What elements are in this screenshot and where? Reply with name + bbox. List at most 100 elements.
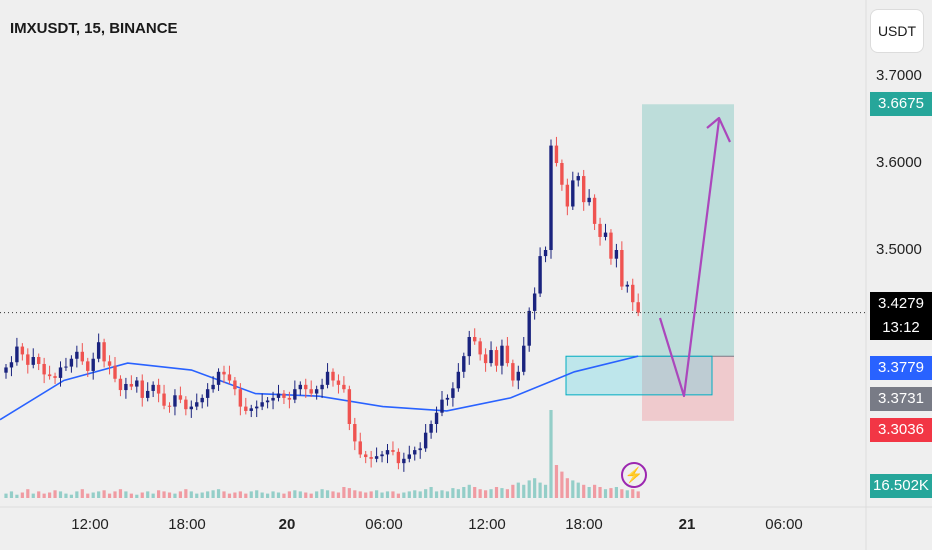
candle-body bbox=[445, 397, 450, 400]
volume-bar bbox=[271, 491, 275, 498]
volume-bar bbox=[260, 492, 264, 498]
volume-bar bbox=[195, 493, 199, 498]
volume-bar bbox=[287, 491, 291, 498]
volume-bar bbox=[505, 489, 509, 498]
demand-zone[interactable] bbox=[565, 355, 713, 396]
volume-bar bbox=[309, 493, 313, 498]
candle-body bbox=[532, 293, 537, 311]
candle-body bbox=[353, 424, 357, 442]
candle-body bbox=[86, 361, 90, 371]
x-tick-label: 21 bbox=[678, 516, 696, 533]
volume-bar bbox=[298, 491, 302, 498]
volume-bar bbox=[233, 492, 237, 498]
x-tick-label: 12:00 bbox=[71, 516, 109, 533]
candle-body bbox=[37, 357, 41, 364]
candle-body bbox=[549, 145, 553, 250]
volume-bar bbox=[511, 484, 515, 498]
candle-body bbox=[440, 399, 444, 413]
volume-bar bbox=[620, 489, 624, 498]
candle-body bbox=[380, 454, 384, 457]
volume-bar bbox=[429, 487, 433, 498]
candle-body bbox=[462, 356, 466, 372]
candle-body bbox=[178, 395, 183, 400]
profit-zone bbox=[642, 104, 734, 357]
candle-body bbox=[282, 393, 286, 398]
candle-body bbox=[42, 363, 46, 375]
candle-body bbox=[494, 350, 499, 366]
candle-body bbox=[631, 284, 635, 303]
volume-bar bbox=[396, 493, 400, 498]
candle-body bbox=[15, 346, 19, 363]
candle-body bbox=[222, 371, 226, 375]
lightning-icon[interactable]: ⚡ bbox=[621, 462, 647, 488]
stop-price-label: 3.3036 bbox=[870, 418, 932, 442]
candle-body bbox=[140, 380, 144, 398]
volume-bar bbox=[516, 482, 520, 498]
candle-body bbox=[124, 383, 128, 391]
volume-bar bbox=[375, 490, 379, 498]
candle-body bbox=[636, 302, 640, 313]
candle-body bbox=[298, 384, 302, 390]
x-tick-label: 20 bbox=[278, 516, 296, 533]
projection-arrowhead bbox=[706, 116, 731, 143]
candle-body bbox=[184, 399, 188, 410]
volume-bar bbox=[151, 493, 155, 498]
last-price-label: 3.4279 bbox=[870, 292, 932, 316]
volume-bar bbox=[533, 478, 537, 498]
volume-bar bbox=[157, 490, 161, 498]
volume-bar bbox=[631, 489, 635, 498]
candle-body bbox=[287, 397, 292, 400]
volume-bar bbox=[118, 489, 123, 498]
candle-body bbox=[407, 454, 411, 459]
volume-bar bbox=[434, 491, 439, 498]
volume-bar bbox=[37, 491, 41, 498]
volume-bar bbox=[216, 489, 221, 498]
volume-bar bbox=[20, 492, 24, 498]
target-price-label: 3.6675 bbox=[870, 92, 932, 116]
volume-bar bbox=[167, 492, 172, 498]
volume-bar bbox=[64, 493, 68, 498]
candle-body bbox=[543, 250, 548, 257]
candle-body bbox=[325, 371, 330, 385]
volume-bar bbox=[75, 491, 79, 498]
y-tick-label: 3.5000 bbox=[876, 241, 922, 258]
volume-bar bbox=[522, 484, 526, 498]
candle-body bbox=[227, 374, 232, 381]
candle-body bbox=[320, 384, 324, 390]
volume-bar bbox=[462, 487, 466, 498]
volume-bar bbox=[418, 491, 422, 498]
volume-bar bbox=[402, 492, 406, 498]
volume-bar bbox=[385, 491, 390, 498]
volume-bar bbox=[342, 487, 346, 498]
volume-label: 16.502K bbox=[870, 474, 932, 498]
candle-body bbox=[554, 145, 559, 163]
candle-body bbox=[314, 389, 319, 394]
candle-body bbox=[538, 256, 542, 294]
candle-body bbox=[342, 384, 346, 390]
volume-bar bbox=[358, 491, 362, 498]
candle-body bbox=[402, 458, 406, 464]
candle-body bbox=[423, 432, 428, 449]
candle-body bbox=[511, 363, 515, 381]
volume-bar bbox=[484, 490, 488, 498]
volume-bar bbox=[146, 491, 150, 498]
volume-bar bbox=[26, 489, 30, 498]
candle-body bbox=[265, 400, 270, 403]
long-position-tool[interactable] bbox=[642, 104, 734, 421]
volume-bar bbox=[571, 480, 575, 498]
volume-bar bbox=[603, 489, 608, 498]
candle-body bbox=[173, 395, 177, 407]
projection-arrow[interactable] bbox=[658, 116, 731, 398]
volume-bar bbox=[527, 480, 531, 498]
volume-bar bbox=[184, 489, 188, 498]
volume-bar bbox=[140, 492, 144, 498]
candle-body bbox=[565, 184, 570, 207]
volume-bar bbox=[549, 410, 553, 498]
candle-body bbox=[582, 176, 586, 203]
volume-bar bbox=[53, 490, 57, 498]
candle-body bbox=[434, 412, 439, 424]
currency-button[interactable]: USDT bbox=[871, 10, 923, 52]
volume-bar bbox=[162, 491, 166, 498]
candle-body bbox=[129, 383, 134, 387]
